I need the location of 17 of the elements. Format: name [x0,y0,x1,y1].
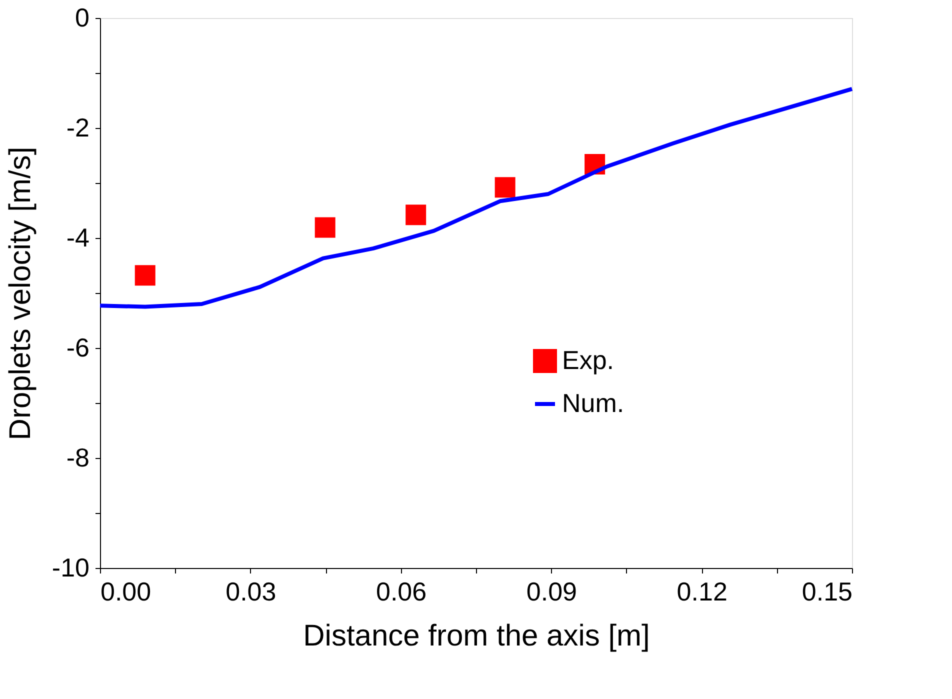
x-tick-label: 0.06 [376,576,427,606]
y-tick-label: -2 [66,112,90,142]
x-tick-label: 0.00 [100,576,152,606]
x-tick-label: 0.12 [676,576,728,606]
y-tick-label: -10 [52,552,90,582]
x-tick-label: 0.03 [226,576,276,606]
y-tick-label: -6 [66,332,90,362]
x-tick-label: 0.09 [526,576,578,606]
line-series [98,86,854,309]
legend-label: Num. [562,388,624,418]
x-tick-label: 0.15 [802,576,852,606]
legend-label: Exp. [562,345,614,375]
y-tick-label: -4 [66,222,90,252]
x-axis-title: Distance from the axis [m] [303,620,650,652]
y-tick-label: 0 [75,2,90,32]
y-axis-title: Droplets velocity [m/s] [4,146,37,440]
y-tick-label: -8 [66,442,90,472]
